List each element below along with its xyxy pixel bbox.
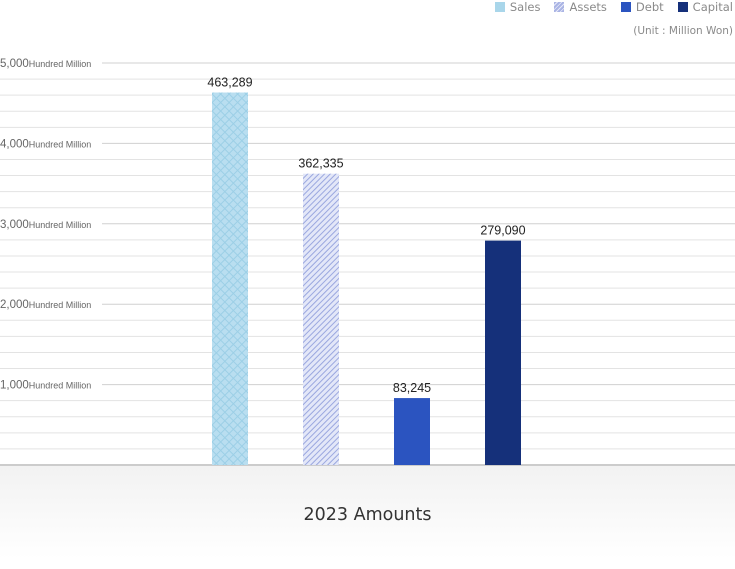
legend-swatch-capital bbox=[677, 2, 688, 12]
legend-item-sales: Sales bbox=[494, 0, 541, 14]
data-label: 83,245 bbox=[393, 381, 431, 395]
legend-label-sales: Sales bbox=[509, 0, 541, 14]
legend-swatch-assets bbox=[554, 2, 565, 12]
y-tick-label: 5,000Hundred Million bbox=[0, 58, 91, 70]
y-tick-label: 3,000Hundred Million bbox=[0, 219, 91, 231]
bar-chart: 1,000Hundred Million 2,000Hundred Million… bbox=[0, 58, 735, 466]
chart-legend: Sales Assets Debt Capital bbox=[494, 0, 733, 14]
x-axis-label: 2023 Amounts bbox=[303, 505, 432, 525]
bar-debt bbox=[394, 398, 430, 465]
y-tick-label: 4,000Hundred Million bbox=[0, 138, 91, 150]
legend-swatch-sales bbox=[494, 2, 505, 12]
data-label: 279,090 bbox=[480, 224, 525, 238]
bar-assets bbox=[303, 173, 339, 465]
data-label: 362,335 bbox=[298, 157, 343, 171]
legend-item-capital: Capital bbox=[677, 0, 733, 14]
data-label: 463,289 bbox=[207, 76, 252, 90]
bar-sales bbox=[212, 92, 248, 466]
unit-note: (Unit : Million Won) bbox=[633, 25, 733, 37]
legend-label-debt: Debt bbox=[635, 0, 664, 14]
legend-label-assets: Assets bbox=[569, 0, 607, 14]
y-tick-label: 1,000Hundred Million bbox=[0, 380, 91, 392]
legend-swatch-debt bbox=[620, 2, 631, 12]
legend-item-assets: Assets bbox=[554, 0, 607, 14]
chart-base-shadow bbox=[0, 466, 735, 569]
legend-item-debt: Debt bbox=[620, 0, 664, 14]
bar-capital bbox=[485, 240, 521, 465]
y-tick-label: 2,000Hundred Million bbox=[0, 299, 91, 311]
legend-label-capital: Capital bbox=[692, 0, 733, 14]
